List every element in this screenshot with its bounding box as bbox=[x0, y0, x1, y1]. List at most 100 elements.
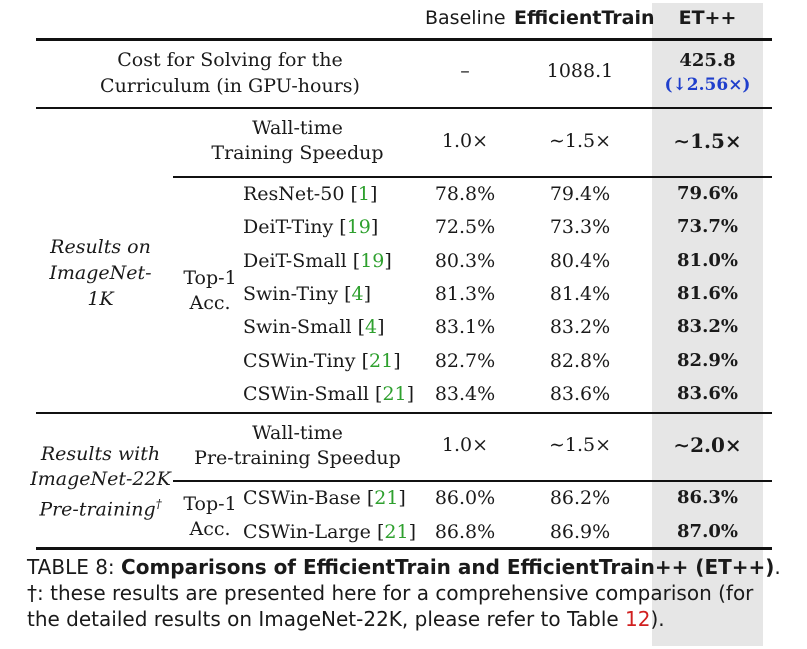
citation-link[interactable]: 21 bbox=[374, 487, 399, 509]
cost-label: Cost for Solving for the Curriculum (in … bbox=[60, 47, 400, 99]
cost-etpp: 425.8 bbox=[679, 50, 736, 71]
ref-open-bracket: [ bbox=[361, 349, 369, 372]
efficienttrain-value: 86.2% bbox=[549, 487, 611, 509]
ref-open-bracket: [ bbox=[375, 382, 383, 405]
cost-efficienttrain: 1088.1 bbox=[546, 60, 614, 82]
efficienttrain-value: 82.8% bbox=[549, 349, 611, 372]
citation-link[interactable]: 21 bbox=[382, 382, 407, 405]
ref-close-bracket: ] bbox=[370, 216, 379, 239]
model-name-text: CSWin-Small bbox=[243, 382, 376, 405]
model-name-text: CSWin-Tiny bbox=[243, 349, 362, 372]
citation-link[interactable]: 19 bbox=[346, 216, 371, 239]
model-name: Swin-Tiny [4] bbox=[243, 283, 371, 305]
baseline-value: 82.7% bbox=[434, 349, 496, 372]
cost-etpp-reduction: (↓2.56×) bbox=[664, 75, 751, 95]
top-rule bbox=[36, 38, 772, 41]
speedup-22k-line1: Wall-time bbox=[252, 422, 343, 444]
efficienttrain-value: 86.9% bbox=[549, 520, 611, 543]
etpp-value: 82.9% bbox=[677, 349, 738, 371]
cost-baseline: – bbox=[460, 60, 470, 82]
citation-link[interactable]: 21 bbox=[384, 520, 409, 543]
ref-close-bracket: ] bbox=[398, 487, 406, 509]
col-etpp-header: ET++ bbox=[678, 7, 737, 29]
section-1k-label-line2: ImageNet-1K bbox=[49, 262, 152, 310]
etpp-column-highlight bbox=[652, 3, 763, 646]
model-name: DeiT-Small [19] bbox=[243, 250, 392, 272]
speedup-1k-baseline: 1.0× bbox=[441, 130, 489, 152]
section-22k-label-line3: Pre-training† bbox=[28, 492, 173, 522]
section-22k-label-line2: ImageNet-22K bbox=[30, 468, 171, 490]
ref-open-bracket: [ bbox=[339, 216, 347, 239]
efficienttrain-value: 73.3% bbox=[549, 216, 611, 239]
cost-label-line1: Cost for Solving for the bbox=[117, 49, 343, 71]
section-1k-label-line1: Results on bbox=[50, 236, 151, 258]
model-name-text: DeiT-Tiny bbox=[243, 216, 340, 239]
top1-acc-22k-line1: Top-1 bbox=[183, 493, 237, 515]
efficienttrain-value: 80.4% bbox=[549, 249, 611, 272]
etpp-value: 83.2% bbox=[677, 316, 738, 338]
ref-close-bracket: ] bbox=[363, 282, 372, 305]
ref-close-bracket: ] bbox=[406, 382, 415, 405]
table-ref-link[interactable]: 12 bbox=[625, 607, 651, 631]
model-name: CSWin-Tiny [21] bbox=[243, 350, 401, 372]
ref-open-bracket: [ bbox=[376, 520, 385, 543]
rule-after-cost bbox=[36, 107, 772, 109]
col-baseline-header: Baseline bbox=[425, 7, 506, 29]
model-name-text: Swin-Small bbox=[243, 316, 358, 339]
speedup-22k-label: Wall-time Pre-training Speedup bbox=[180, 421, 415, 471]
etpp-value: 87.0% bbox=[677, 520, 738, 542]
ref-open-bracket: [ bbox=[357, 316, 365, 339]
caption-line2: †: these results are presented here for … bbox=[27, 581, 754, 605]
speedup-22k-etpp: ∼2.0× bbox=[673, 433, 742, 457]
citation-link[interactable]: 4 bbox=[351, 282, 364, 305]
caption-line3-text: the detailed results on ImageNet-22K, pl… bbox=[27, 607, 626, 631]
baseline-value: 72.5% bbox=[434, 216, 496, 239]
etpp-value: 86.3% bbox=[677, 487, 738, 508]
etpp-value: 81.6% bbox=[677, 282, 738, 304]
efficienttrain-value: 81.4% bbox=[549, 282, 611, 305]
ref-open-bracket: [ bbox=[366, 487, 375, 509]
ref-open-bracket: [ bbox=[350, 183, 358, 205]
speedup-1k-label: Wall-time Training Speedup bbox=[180, 116, 415, 166]
citation-link[interactable]: 4 bbox=[365, 316, 378, 339]
baseline-value: 86.0% bbox=[434, 487, 496, 509]
speedup-22k-efficienttrain: ∼1.5× bbox=[548, 434, 612, 456]
baseline-value: 81.3% bbox=[434, 282, 496, 305]
citation-link[interactable]: 1 bbox=[357, 183, 370, 205]
speedup-1k-efficienttrain: ∼1.5× bbox=[548, 130, 612, 152]
top1-acc-1k-label: Top-1 Acc. bbox=[175, 266, 245, 316]
top1-acc-22k-label: Top-1 Acc. bbox=[175, 492, 245, 542]
caption-title: Comparisons of EfficientTrain and Effici… bbox=[121, 555, 775, 579]
model-name: ResNet-50 [1] bbox=[243, 183, 377, 205]
baseline-value: 78.8% bbox=[434, 183, 496, 205]
table-caption: TABLE 8: Comparisons of EfficientTrain a… bbox=[27, 555, 781, 579]
model-name-text: ResNet-50 bbox=[243, 183, 351, 205]
section-22k-label: Results with ImageNet-22K Pre-training† bbox=[28, 442, 173, 522]
speedup-22k-baseline: 1.0× bbox=[441, 434, 489, 456]
ref-open-bracket: [ bbox=[352, 249, 361, 272]
model-name: CSWin-Base [21] bbox=[243, 487, 406, 509]
ref-close-bracket: ] bbox=[393, 349, 401, 372]
efficienttrain-value: 83.2% bbox=[549, 316, 611, 339]
model-name-text: DeiT-Small bbox=[243, 249, 353, 272]
caption-label: TABLE 8: bbox=[27, 555, 122, 579]
section-22k-label-line3-text: Pre-training bbox=[39, 498, 156, 521]
citation-link[interactable]: 21 bbox=[369, 349, 394, 372]
baseline-value: 80.3% bbox=[434, 249, 496, 272]
cost-label-line2: Curriculum (in GPU-hours) bbox=[100, 75, 360, 97]
top1-acc-1k-line2: Acc. bbox=[189, 292, 231, 314]
speedup-1k-line1: Wall-time bbox=[252, 117, 343, 139]
efficienttrain-value: 79.4% bbox=[549, 183, 611, 205]
top1-acc-22k-line2: Acc. bbox=[189, 518, 231, 540]
model-name-text: CSWin-Large bbox=[243, 520, 377, 543]
baseline-value: 83.4% bbox=[434, 382, 496, 405]
etpp-value: 79.6% bbox=[677, 183, 738, 204]
efficienttrain-value: 83.6% bbox=[549, 382, 611, 405]
etpp-value: 83.6% bbox=[677, 382, 738, 404]
ref-close-bracket: ] bbox=[377, 316, 385, 339]
model-name: DeiT-Tiny [19] bbox=[243, 216, 378, 238]
citation-link[interactable]: 19 bbox=[360, 249, 385, 272]
speedup-1k-etpp: ∼1.5× bbox=[673, 129, 742, 153]
ref-close-bracket: ] bbox=[408, 520, 416, 543]
rule-after-speedup-22k bbox=[173, 480, 772, 482]
